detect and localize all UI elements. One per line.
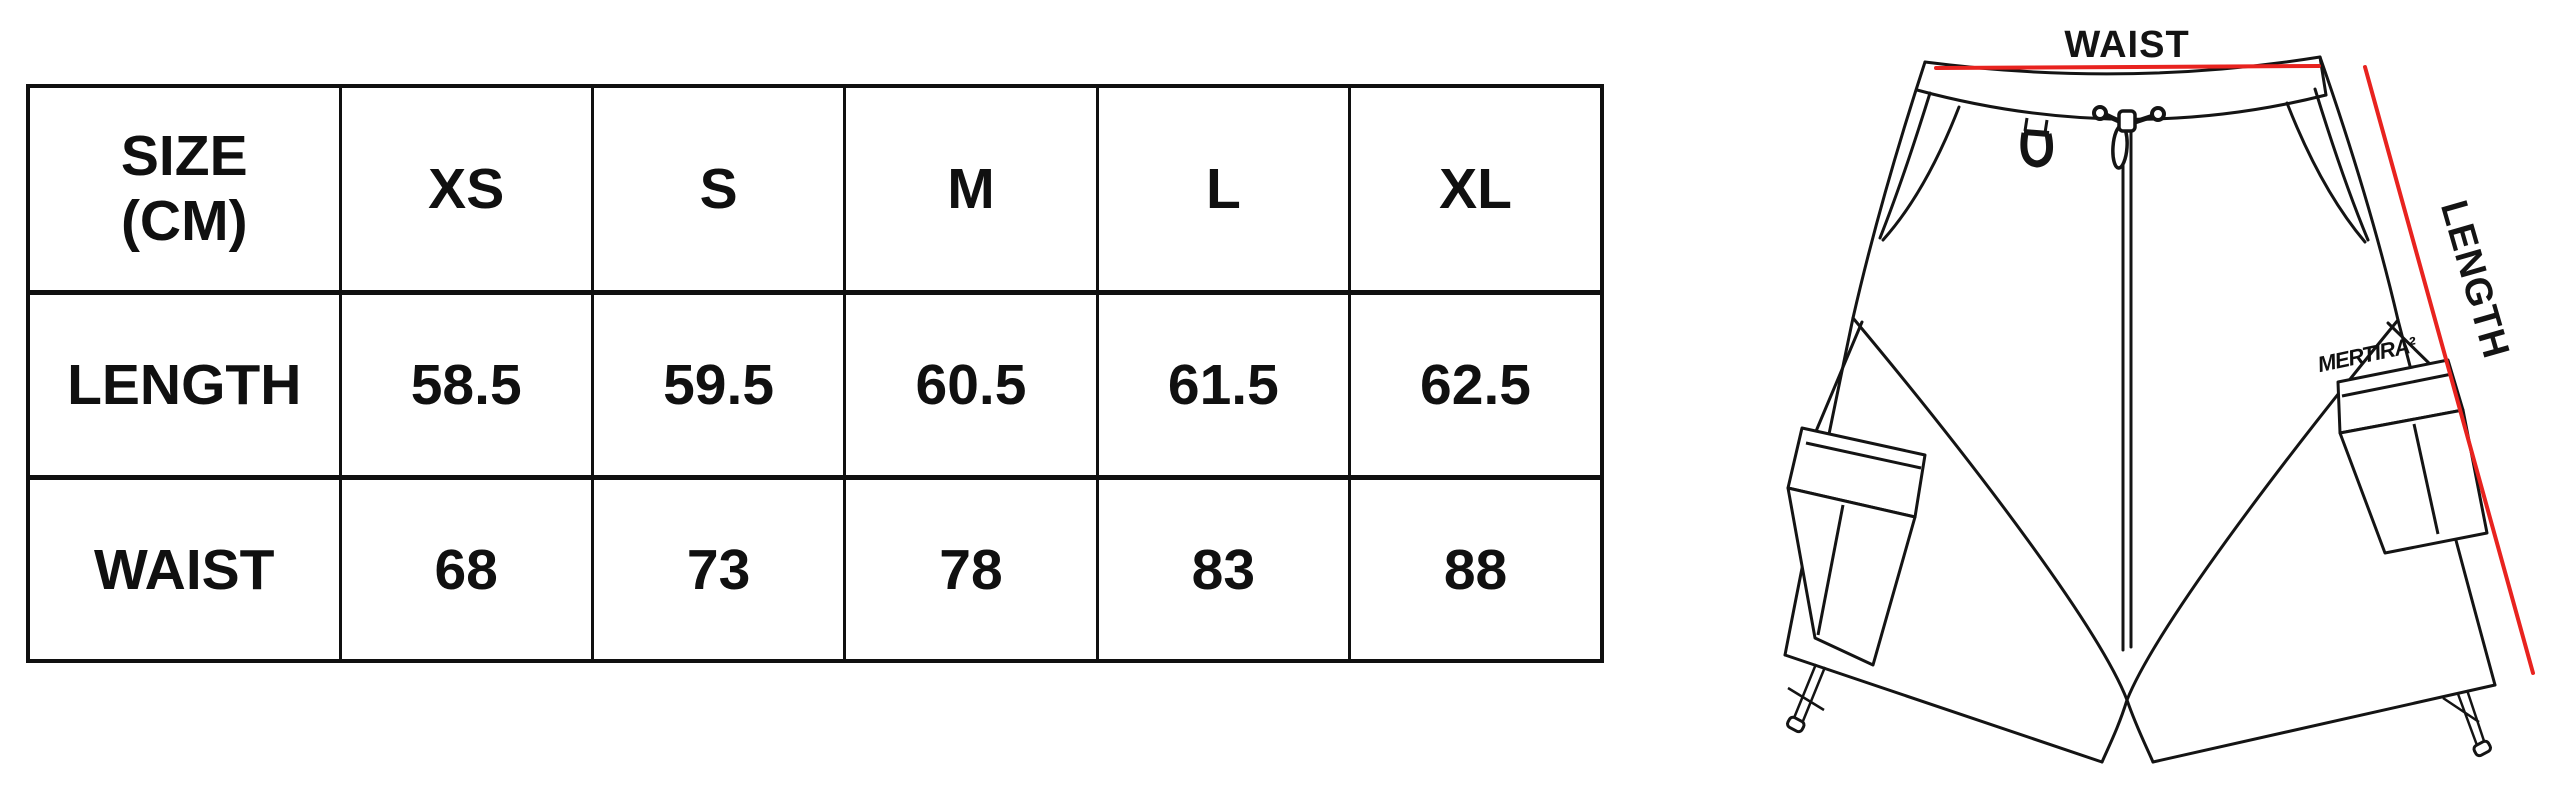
length-cell-s: 59.5 [590, 291, 847, 480]
size-chart-table: SIZE (CM) XS S M L XL LENGTH 58.5 59.5 6… [26, 84, 1604, 663]
column-header-l: L [1095, 84, 1352, 295]
measurement-lines [1934, 64, 2535, 675]
column-header-m: M [843, 84, 1099, 295]
right-hem [2151, 683, 2497, 764]
right-cargo-flap-stitch [2341, 372, 2453, 398]
left-side-strip [1812, 320, 1864, 438]
table-row-length: LENGTH 58.5 59.5 60.5 61.5 62.5 [26, 291, 1604, 480]
cord-lock [2117, 109, 2137, 133]
left-slant-pocket-inner [1881, 105, 1961, 242]
size-label-line1: SIZE [120, 124, 248, 189]
waist-label: WAIST [2064, 24, 2189, 66]
waist-cell-xs: 68 [338, 476, 594, 663]
right-cargo-pocket-crease [2412, 423, 2440, 535]
table-header-row: SIZE (CM) XS S M L XL [26, 84, 1604, 295]
drawstring-toggle-icon [2092, 105, 2166, 170]
drawcord-right [2134, 113, 2154, 125]
length-cell-l: 61.5 [1095, 291, 1352, 480]
right-side-strip [2386, 321, 2438, 372]
left-hem [1783, 653, 2104, 764]
length-label: LENGTH [2432, 196, 2517, 364]
row-label-length: LENGTH [26, 291, 342, 480]
column-header-s: S [590, 84, 847, 295]
waist-cell-l: 83 [1095, 476, 1352, 663]
column-header-xs: XS [338, 84, 594, 295]
waist-cell-s: 73 [590, 476, 847, 663]
length-cell-m: 60.5 [843, 291, 1099, 480]
right-slant-pocket-inner [2285, 101, 2367, 244]
left-cargo-pocket-crease [1816, 504, 1845, 636]
left-panel-arc [1851, 316, 2155, 764]
right-outer-seam [2318, 55, 2497, 687]
shorts-outline [1783, 55, 2497, 764]
right-cargo-pocket-body [2338, 408, 2489, 555]
right-panel-arc [2100, 318, 2400, 764]
left-hem-toggle-icon [1786, 663, 1827, 734]
waist-cell-m: 78 [843, 476, 1099, 663]
d-ring-icon [2020, 117, 2054, 168]
waist-cell-xl: 88 [1348, 476, 1604, 663]
waist-measure-line [1934, 64, 2321, 70]
table-row-waist: WAIST 68 73 78 83 88 [26, 476, 1604, 663]
left-cargo-flap-stitch [1805, 441, 1922, 470]
shorts-measurement-diagram: MERTIRA² WAIST LENGTH [1730, 0, 2560, 790]
left-slant-pocket-outer [1878, 91, 1932, 240]
left-cargo-pocket-body [1786, 486, 1917, 667]
cargo-shorts-sketch: MERTIRA² WAIST LENGTH [1783, 24, 2535, 764]
length-measure-line [2363, 65, 2535, 675]
drawcord-tip-left [2092, 105, 2108, 121]
right-hem-toggle-icon [2442, 689, 2492, 758]
right-slant-pocket-outer [2313, 87, 2370, 242]
row-label-waist: WAIST [26, 476, 342, 663]
drawcord-tip-right [2150, 106, 2166, 122]
size-label-line2: (CM) [120, 189, 248, 253]
length-cell-xs: 58.5 [338, 291, 594, 480]
column-header-xl: XL [1348, 84, 1604, 295]
length-cell-xl: 62.5 [1348, 291, 1604, 480]
header-cell-size-cm: SIZE (CM) [26, 84, 342, 295]
cargo-pockets [1786, 358, 2489, 667]
